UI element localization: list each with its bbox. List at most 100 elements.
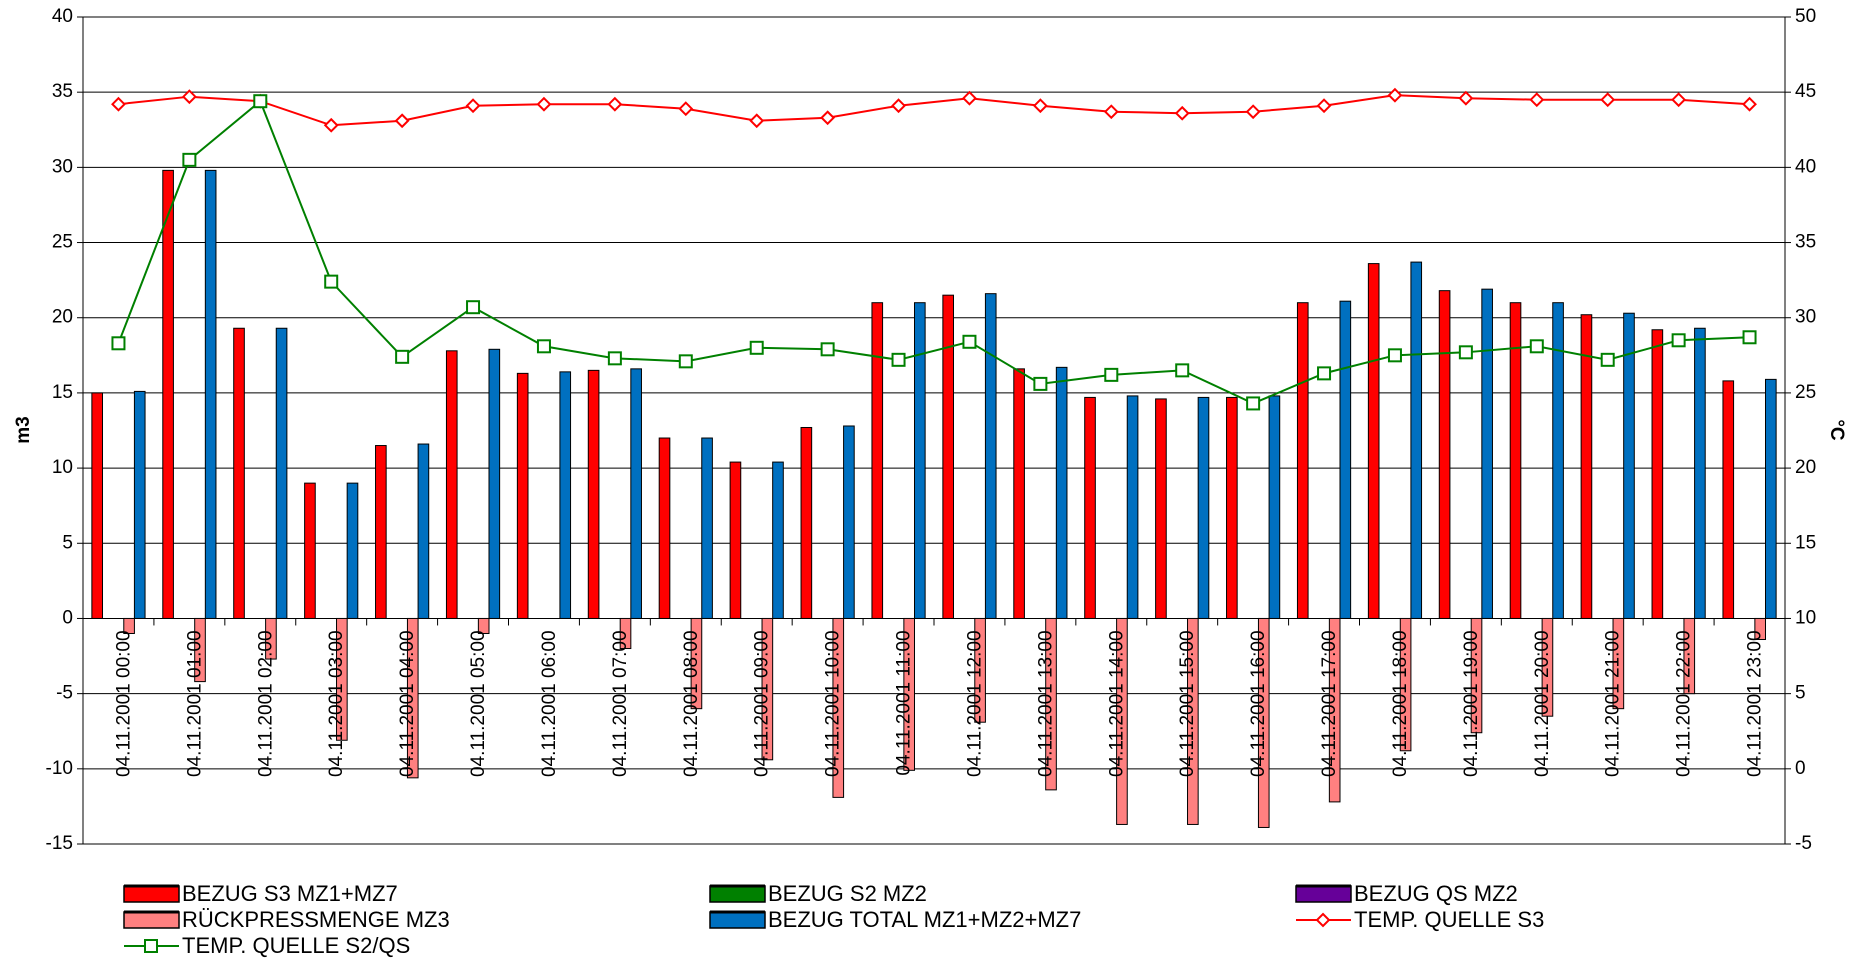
line-series bbox=[117, 99, 1750, 405]
bar bbox=[913, 302, 926, 619]
bar bbox=[1084, 396, 1096, 619]
y-tick-label: -15 bbox=[46, 833, 73, 854]
bar bbox=[984, 293, 997, 619]
legend-swatch bbox=[709, 911, 766, 929]
line-marker bbox=[536, 339, 551, 354]
line-marker bbox=[111, 96, 126, 112]
bar bbox=[1187, 617, 1199, 825]
y-tick-label: 40 bbox=[52, 6, 73, 27]
legend-label: BEZUG S3 MZ1+MZ7 bbox=[182, 881, 398, 906]
line-marker bbox=[1671, 333, 1686, 348]
bar bbox=[346, 482, 359, 619]
bar bbox=[1438, 290, 1451, 619]
line-marker bbox=[1104, 367, 1119, 382]
y-tick-label: 15 bbox=[52, 382, 73, 403]
bar bbox=[375, 445, 387, 619]
x-tick-label: 04.11.2001 16:00 bbox=[1248, 630, 1269, 777]
line-marker bbox=[1742, 96, 1757, 112]
line-marker bbox=[891, 352, 906, 367]
y-tick-label: 10 bbox=[52, 457, 73, 478]
line-marker bbox=[1671, 92, 1687, 108]
bar bbox=[1754, 617, 1766, 641]
y2-tick-label: 30 bbox=[1795, 307, 1816, 328]
line-marker bbox=[1103, 104, 1119, 120]
line-marker bbox=[1245, 104, 1261, 120]
bar bbox=[832, 617, 845, 798]
bar bbox=[559, 371, 572, 619]
x-tick-label: 04.11.2001 05:00 bbox=[468, 630, 489, 777]
bar bbox=[630, 368, 642, 619]
line-marker bbox=[144, 939, 158, 953]
bar bbox=[1339, 300, 1352, 619]
x-tick-label: 04.11.2001 21:00 bbox=[1603, 630, 1624, 777]
bar bbox=[619, 617, 632, 650]
bar bbox=[417, 443, 430, 619]
line-marker bbox=[1387, 87, 1403, 103]
bar bbox=[194, 617, 206, 683]
line-marker bbox=[1175, 363, 1190, 378]
legend-label: TEMP. QUELLE S2/QS bbox=[182, 933, 410, 958]
y2-tick-label: 10 bbox=[1795, 607, 1816, 628]
bar bbox=[1197, 396, 1210, 619]
line-marker bbox=[1529, 92, 1545, 108]
line-marker bbox=[395, 349, 410, 364]
x-tick-label: 04.11.2001 20:00 bbox=[1532, 630, 1553, 777]
y2-tick-label: 40 bbox=[1795, 156, 1816, 177]
line-marker bbox=[1033, 376, 1048, 391]
line-marker bbox=[1600, 352, 1615, 367]
bar bbox=[1055, 366, 1068, 619]
bar bbox=[162, 169, 174, 619]
bar bbox=[91, 392, 104, 619]
x-tick-label: 04.11.2001 00:00 bbox=[113, 630, 134, 777]
legend-swatch bbox=[1295, 885, 1352, 903]
bar bbox=[1399, 617, 1412, 752]
bar bbox=[1509, 302, 1522, 619]
bar bbox=[265, 617, 277, 660]
bar bbox=[1651, 329, 1664, 619]
line-marker bbox=[820, 342, 835, 357]
legend-label: BEZUG QS MZ2 bbox=[1354, 881, 1518, 906]
bar bbox=[800, 426, 813, 619]
line-marker bbox=[465, 98, 481, 114]
x-tick-label: 04.11.2001 15:00 bbox=[1177, 630, 1198, 777]
bar bbox=[336, 617, 348, 741]
y-tick-label: 5 bbox=[62, 532, 73, 553]
bar bbox=[488, 348, 501, 619]
x-tick-label: 04.11.2001 11:00 bbox=[894, 630, 915, 775]
bar bbox=[1764, 378, 1777, 619]
line-marker bbox=[182, 152, 197, 167]
bar bbox=[658, 437, 671, 619]
y2-tick-label: 50 bbox=[1795, 6, 1816, 27]
bar bbox=[1580, 314, 1593, 619]
bar bbox=[1155, 398, 1167, 619]
bar bbox=[974, 617, 986, 723]
bar bbox=[1410, 261, 1423, 619]
line-marker bbox=[1316, 98, 1332, 114]
bar bbox=[1226, 396, 1238, 619]
line-marker bbox=[536, 96, 552, 112]
legend-label: BEZUG S2 MZ2 bbox=[768, 881, 927, 906]
y2-tick-label: 0 bbox=[1795, 758, 1806, 779]
line-marker bbox=[962, 90, 977, 106]
bar bbox=[123, 617, 135, 634]
line-marker bbox=[253, 94, 268, 109]
y-axis-label: m3 bbox=[13, 416, 34, 443]
x-tick-label: 04.11.2001 06:00 bbox=[539, 630, 560, 777]
bar bbox=[942, 294, 955, 619]
line-marker bbox=[820, 110, 836, 126]
x-tick-label: 04.11.2001 02:00 bbox=[255, 630, 276, 777]
bar bbox=[903, 617, 915, 771]
y2-tick-label: 20 bbox=[1795, 457, 1816, 478]
x-tick-label: 04.11.2001 12:00 bbox=[964, 630, 985, 777]
bar bbox=[406, 617, 419, 779]
x-tick-label: 04.11.2001 23:00 bbox=[1745, 630, 1766, 777]
x-tick-label: 04.11.2001 18:00 bbox=[1390, 630, 1411, 777]
bar bbox=[1268, 395, 1281, 619]
legend-label: RÜCKPRESSMENGE MZ3 bbox=[182, 907, 450, 932]
bar bbox=[1470, 617, 1483, 734]
bar bbox=[1116, 617, 1128, 825]
line-marker bbox=[323, 117, 339, 133]
x-tick-label: 04.11.2001 07:00 bbox=[610, 630, 631, 777]
line-marker bbox=[1387, 348, 1402, 363]
